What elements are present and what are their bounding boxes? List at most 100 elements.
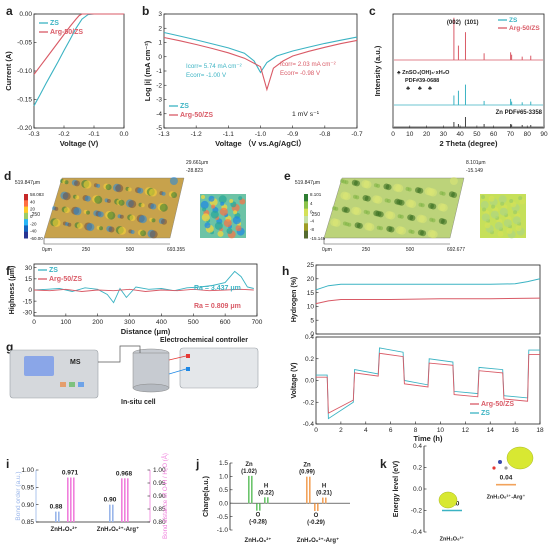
y-tick-label: -0.15 xyxy=(17,97,32,104)
surface-texture xyxy=(107,211,116,220)
x-tick-label: -0.3 xyxy=(28,131,40,138)
x-tick-label: 12 xyxy=(462,427,470,434)
surface-texture xyxy=(149,230,158,239)
charge-bar-zs xyxy=(256,503,258,511)
surface-texture xyxy=(399,214,404,219)
surface-texture xyxy=(76,222,83,229)
colorbar-segment xyxy=(24,212,28,220)
surface-texture xyxy=(398,226,407,235)
y-axis-label-hydrogen: Hydrogen (%) xyxy=(291,277,298,323)
surface-texture xyxy=(151,218,156,223)
y-tick-label: 5 xyxy=(310,317,314,324)
x-tick-label: 2 xyxy=(339,427,343,434)
inset-texture xyxy=(484,222,491,229)
charge-value: (0.21) xyxy=(316,491,332,497)
surface-texture xyxy=(171,192,178,198)
x-tick-label: 90 xyxy=(540,131,548,138)
surface-axis-label: 250 xyxy=(32,212,41,218)
x-tick-label: 14 xyxy=(487,427,495,434)
plot-frame-hydrogen xyxy=(315,264,541,335)
x-axis-label: Voltage (V) xyxy=(60,139,99,148)
surface-texture xyxy=(431,218,436,223)
charge-bar-arg xyxy=(306,476,308,504)
inset-texture xyxy=(519,198,526,205)
surface-texture xyxy=(395,184,404,193)
x-tick-label: -0.9 xyxy=(287,131,299,138)
colorbar-tick-label: 58.083 xyxy=(30,192,44,197)
tube xyxy=(98,345,141,363)
y-tick-label: 0.85 xyxy=(21,519,34,526)
y-tick-label: 0.5 xyxy=(219,487,228,494)
charge-value: (-0.28) xyxy=(249,520,267,526)
surface-z-max-label: 29.661μm xyxy=(186,160,208,166)
bond-order-bar xyxy=(112,504,114,522)
surface-texture xyxy=(52,218,61,227)
surface-texture xyxy=(63,207,70,214)
panel-e: e 8.101 4 0 -4 -8 -15.149 519.847μm 250 0μm 250 500… xyxy=(284,160,526,253)
atom-label: Zn xyxy=(245,462,253,468)
surface-texture xyxy=(387,211,396,220)
surface-axis-label: 250 xyxy=(312,212,321,218)
peak-label: (101) xyxy=(464,20,478,26)
panel-a: a -0.3 -0.2 -0.1 0.0 0.00 -0.05 -0.10 -0.15 -0.20… xyxy=(4,4,129,148)
inset-texture xyxy=(503,219,512,228)
surface-texture xyxy=(342,192,351,201)
ms-button xyxy=(69,382,75,387)
y-tick-label: 15 xyxy=(307,290,315,297)
inset-texture xyxy=(210,210,219,219)
colorbar-tick-label: -15.149 xyxy=(310,236,326,241)
surface-texture xyxy=(73,207,82,216)
x-tick-label: 10 xyxy=(406,131,414,138)
x-tick-label: 70 xyxy=(507,131,515,138)
y-tick-label: 0.95 xyxy=(21,485,34,492)
cell-body xyxy=(132,352,170,389)
x-tick-label: 60 xyxy=(490,131,498,138)
colorbar-segment xyxy=(24,219,28,226)
wire-red xyxy=(168,355,187,361)
surface-texture xyxy=(374,195,383,204)
panel-c: c 0 10 20 30 40 50 60 70 80 90 2 Theta (degree) Inte… xyxy=(369,4,548,148)
peak-label: (002) xyxy=(447,20,461,26)
surface-texture xyxy=(441,191,446,196)
inset-texture xyxy=(498,195,507,204)
surface-texture xyxy=(430,203,437,210)
surface-texture xyxy=(356,222,363,229)
inset-texture xyxy=(480,200,489,209)
charge-value: (0.99) xyxy=(299,470,315,476)
surface-texture xyxy=(418,215,427,224)
hydrogen-zs-line xyxy=(315,278,541,291)
y-tick-label: -1 xyxy=(156,68,162,75)
y-axis-label: Log |i| (mA cm⁻²) xyxy=(143,40,152,101)
y-tick-label: 25 xyxy=(307,262,315,269)
y-tick-label: 2 xyxy=(158,25,162,32)
x-tick-label: -1.3 xyxy=(158,131,170,138)
inset-texture xyxy=(509,199,514,203)
surface-texture xyxy=(94,195,103,204)
category-label: ZnH₂O₆²⁺ xyxy=(51,526,78,533)
inset-texture xyxy=(220,201,225,206)
inset-texture xyxy=(513,210,518,215)
surface-axis-label: 0μm xyxy=(322,247,332,253)
annotation-ra-zs: Ra = 3.437 μm xyxy=(194,285,241,292)
surface-texture xyxy=(67,222,72,227)
inset-texture xyxy=(515,225,522,232)
y-tick-label: -0.4 xyxy=(411,529,423,536)
surface-texture xyxy=(118,226,127,235)
y-axis-label: Current (A) xyxy=(4,51,13,91)
inset-texture xyxy=(208,195,215,202)
colorbar-tick-label: -8 xyxy=(310,227,314,232)
inset-texture xyxy=(481,195,485,199)
annotation-scan-rate: 1 mV s⁻¹ xyxy=(292,111,320,118)
surface-texture xyxy=(355,195,360,200)
y-tick-label: 3 xyxy=(158,11,162,18)
y-tick-label-right: 0.85 xyxy=(153,506,166,513)
annotation-ecorr-arg: Ecorr= -0.98 V xyxy=(280,70,321,77)
surface-texture xyxy=(353,207,362,216)
y-axis-label: Charge(a.u.) xyxy=(203,476,210,517)
bond-order-value: 0.90 xyxy=(104,497,117,504)
legend-label: Arg-50/ZS xyxy=(509,25,540,32)
surface-texture xyxy=(366,210,370,215)
surface-texture xyxy=(140,203,145,208)
panel-j: j 1.51.00.50.0-0.5-1.0Zn(1.02)H(0.22)O(-0… xyxy=(195,457,350,544)
atom-sphere xyxy=(492,466,496,470)
